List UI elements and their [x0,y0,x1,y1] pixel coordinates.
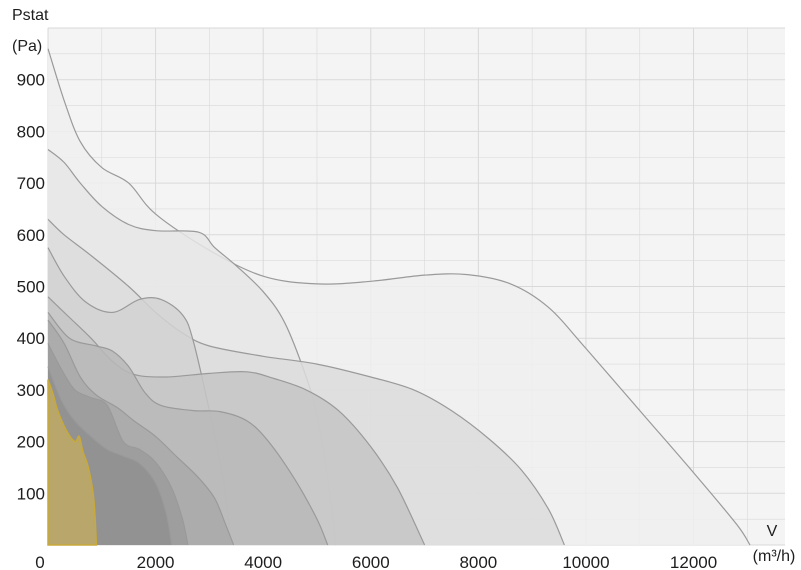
y-tick-label: 900 [17,71,45,90]
curve-line-3 [47,218,565,546]
y-tick-label: 300 [17,381,45,400]
x-tick-label: 12000 [670,553,717,570]
x-axis-unit: (m³/h) [753,548,796,565]
y-tick-label: 100 [17,484,45,503]
curve-areas [47,48,751,546]
y-tick-label: 800 [17,122,45,141]
y-tick-label: 400 [17,329,45,348]
curve-line-9 [47,366,173,546]
curve-line-7 [47,319,235,546]
x-tick-label: 6000 [352,553,390,570]
x-tick-label: 10000 [562,553,609,570]
x-axis-title: V [767,523,778,540]
highlight-area [47,379,98,546]
curve-line-8 [47,343,189,546]
y-tick-label: 600 [17,226,45,245]
y-tick-label: 200 [17,433,45,452]
curve-line-5 [47,296,426,546]
y-tick-label: 700 [17,174,45,193]
curve-line-1 [47,48,751,546]
x-tick-labels: 0 2000 4000 6000 8000 10000 12000 [35,553,717,570]
x-tick-label: 2000 [137,553,175,570]
y-axis-unit: (Pa) [12,38,42,55]
curve-line-6 [47,312,329,546]
x-tick-label: 0 [35,553,44,570]
y-tick-label: 500 [17,278,45,297]
x-tick-label: 4000 [244,553,282,570]
y-tick-labels: 100 200 300 400 500 600 700 800 900 [17,71,45,504]
y-axis-title: Pstat [12,7,49,24]
x-tick-label: 8000 [459,553,497,570]
